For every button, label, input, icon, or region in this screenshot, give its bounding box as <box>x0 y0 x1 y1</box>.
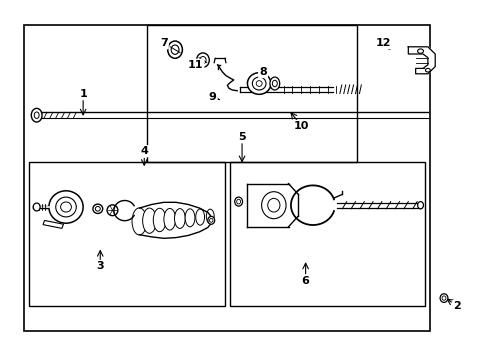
Bar <box>229 162 425 306</box>
Bar <box>24 25 429 331</box>
Text: 6: 6 <box>301 276 309 286</box>
Text: 2: 2 <box>452 301 460 311</box>
Ellipse shape <box>34 112 39 118</box>
Ellipse shape <box>171 45 179 54</box>
Polygon shape <box>407 47 434 74</box>
Text: 11: 11 <box>187 60 203 70</box>
Ellipse shape <box>247 73 270 94</box>
Ellipse shape <box>49 191 83 223</box>
Ellipse shape <box>269 77 279 90</box>
Ellipse shape <box>61 202 71 212</box>
Ellipse shape <box>185 209 195 227</box>
Ellipse shape <box>95 207 100 211</box>
Ellipse shape <box>236 199 240 204</box>
Text: 9: 9 <box>208 92 216 102</box>
Ellipse shape <box>195 209 204 225</box>
Text: 3: 3 <box>96 261 104 271</box>
Ellipse shape <box>153 208 165 232</box>
Ellipse shape <box>417 202 423 209</box>
Text: 7: 7 <box>160 38 167 48</box>
Ellipse shape <box>163 208 175 230</box>
Ellipse shape <box>93 204 102 213</box>
Text: 8: 8 <box>259 67 266 77</box>
Ellipse shape <box>209 218 212 222</box>
Ellipse shape <box>31 108 42 122</box>
Text: 5: 5 <box>238 132 245 142</box>
Ellipse shape <box>107 205 118 216</box>
Ellipse shape <box>132 208 146 235</box>
Ellipse shape <box>33 203 40 211</box>
Ellipse shape <box>272 80 277 87</box>
Bar <box>29 162 224 306</box>
Ellipse shape <box>267 198 279 212</box>
Bar <box>146 25 356 162</box>
Text: 1: 1 <box>79 89 87 99</box>
Ellipse shape <box>256 81 262 86</box>
Ellipse shape <box>417 49 423 53</box>
Ellipse shape <box>142 208 156 233</box>
Ellipse shape <box>167 41 182 58</box>
Ellipse shape <box>441 296 445 300</box>
Ellipse shape <box>199 57 206 64</box>
Ellipse shape <box>174 208 185 228</box>
Ellipse shape <box>196 53 209 67</box>
Ellipse shape <box>207 216 214 224</box>
Ellipse shape <box>252 77 265 90</box>
Text: 4: 4 <box>140 146 148 156</box>
Ellipse shape <box>261 192 285 219</box>
Bar <box>43 220 63 228</box>
Text: 12: 12 <box>375 38 391 48</box>
Ellipse shape <box>56 197 76 217</box>
Ellipse shape <box>206 209 214 224</box>
Ellipse shape <box>439 294 447 302</box>
Ellipse shape <box>234 197 242 206</box>
Ellipse shape <box>425 68 429 72</box>
Text: 10: 10 <box>293 121 309 131</box>
